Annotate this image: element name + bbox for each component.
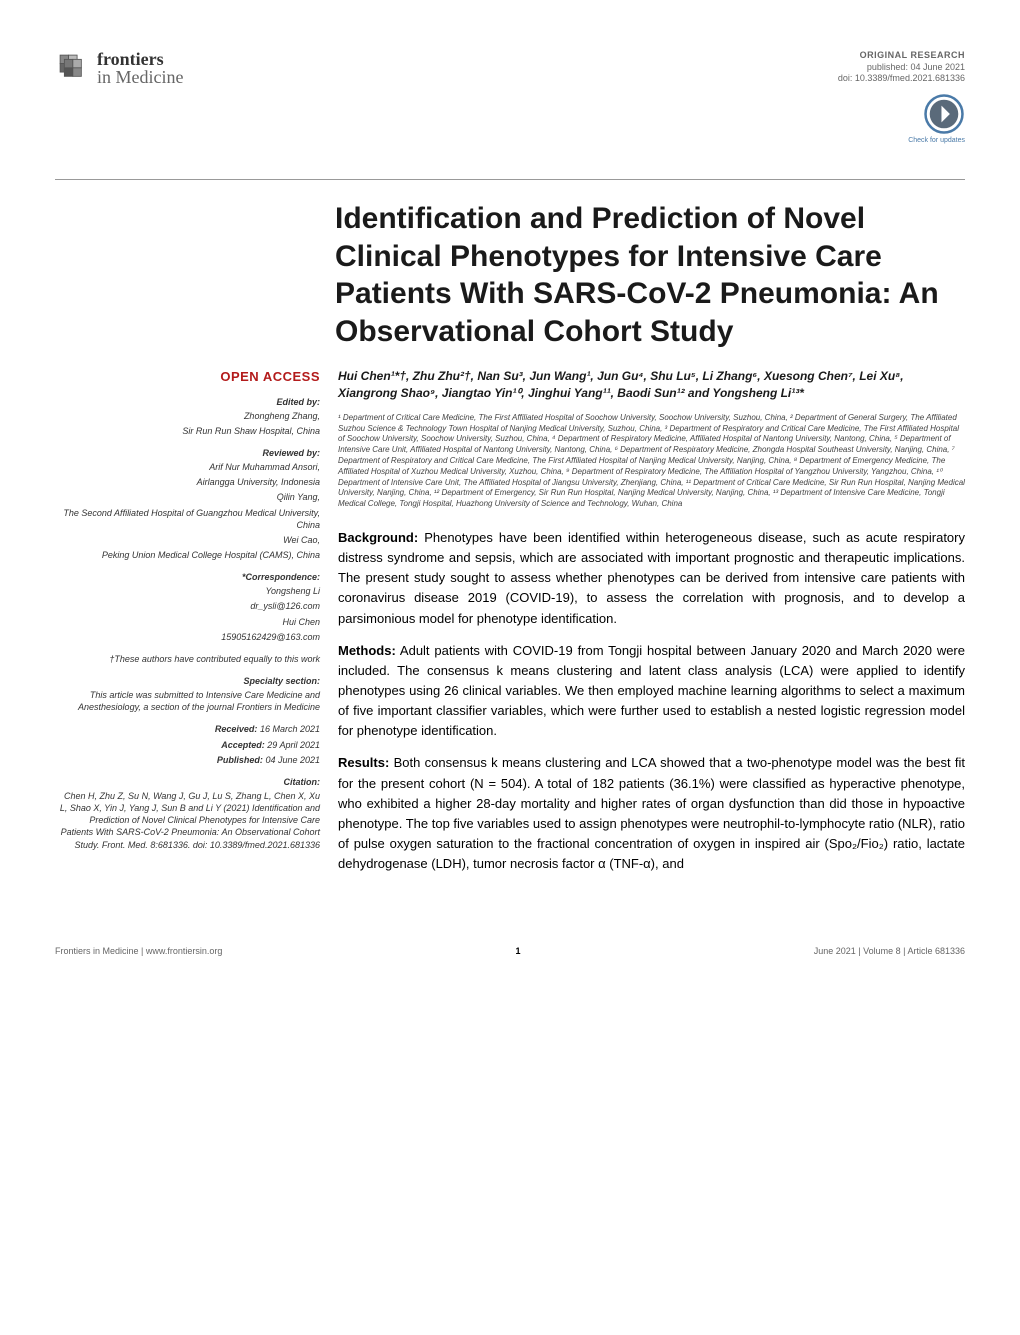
reviewer2-name: Qilin Yang, [55, 491, 320, 503]
footer-right: June 2021 | Volume 8 | Article 681336 [814, 946, 965, 956]
editor-affil: Sir Run Run Shaw Hospital, China [55, 425, 320, 437]
specialty-text: This article was submitted to Intensive … [55, 689, 320, 713]
open-access-badge: OPEN ACCESS [55, 368, 320, 386]
results-heading: Results: [338, 755, 389, 770]
results-text: Both consensus k means clustering and LC… [338, 755, 965, 871]
reviewer2-affil: The Second Affiliated Hospital of Guangz… [55, 507, 320, 531]
affiliations: ¹ Department of Critical Care Medicine, … [338, 413, 965, 510]
publication-meta: ORIGINAL RESEARCH published: 04 June 202… [838, 50, 965, 85]
received-date: 16 March 2021 [260, 724, 320, 734]
reviewed-by-heading: Reviewed by: [55, 447, 320, 459]
citation-text: Chen H, Zhu Z, Su N, Wang J, Gu J, Lu S,… [55, 790, 320, 851]
divider [55, 179, 965, 180]
author-list: Hui Chen¹*†, Zhu Zhu²†, Nan Su³, Jun Wan… [338, 368, 965, 403]
sidebar: OPEN ACCESS Edited by: Zhongheng Zhang, … [55, 368, 320, 886]
footer-page: 1 [516, 946, 521, 956]
logo-line1: frontiers [97, 50, 183, 68]
accepted-date: 29 April 2021 [267, 740, 320, 750]
editor-name: Zhongheng Zhang, [55, 410, 320, 422]
abstract-background: Background: Phenotypes have been identif… [338, 528, 965, 629]
pub-date: published: 04 June 2021 [838, 62, 965, 74]
main-column: Hui Chen¹*†, Zhu Zhu²†, Nan Su³, Jun Wan… [338, 368, 965, 886]
abstract-methods: Methods: Adult patients with COVID-19 fr… [338, 641, 965, 742]
page-footer: Frontiers in Medicine | www.frontiersin.… [0, 936, 1020, 966]
reviewer1-name: Arif Nur Muhammad Ansori, [55, 461, 320, 473]
contrib-note: †These authors have contributed equally … [55, 653, 320, 665]
corr1-email[interactable]: dr_ysli@126.com [55, 600, 320, 612]
specialty-heading: Specialty section: [55, 675, 320, 687]
journal-logo: frontiers in Medicine [55, 50, 183, 88]
citation-heading: Citation: [55, 776, 320, 788]
published-label: Published: [217, 755, 263, 765]
edited-by-heading: Edited by: [55, 396, 320, 408]
pub-dates: Received: 16 March 2021 Accepted: 29 Apr… [55, 723, 320, 765]
pub-type: ORIGINAL RESEARCH [838, 50, 965, 62]
background-text: Phenotypes have been identified within h… [338, 530, 965, 626]
check-updates-caption: Check for updates [838, 137, 965, 144]
reviewer3-name: Wei Cao, [55, 534, 320, 546]
abstract: Background: Phenotypes have been identif… [338, 528, 965, 874]
article-title: Identification and Prediction of Novel C… [335, 200, 965, 350]
logo-line2: in Medicine [97, 68, 183, 88]
correspondence-heading: *Correspondence: [55, 571, 320, 583]
abstract-results: Results: Both consensus k means clusteri… [338, 753, 965, 874]
check-updates-icon[interactable] [923, 93, 965, 135]
methods-heading: Methods: [338, 643, 396, 658]
corr1-name: Yongsheng Li [55, 585, 320, 597]
received-label: Received: [215, 724, 258, 734]
published-date: 04 June 2021 [265, 755, 320, 765]
background-heading: Background: [338, 530, 418, 545]
accepted-label: Accepted: [221, 740, 265, 750]
reviewer3-affil: Peking Union Medical College Hospital (C… [55, 549, 320, 561]
corr2-email[interactable]: 15905162429@163.com [55, 631, 320, 643]
frontiers-cube-icon [55, 50, 89, 84]
footer-left[interactable]: Frontiers in Medicine | www.frontiersin.… [55, 946, 222, 956]
corr2-name: Hui Chen [55, 616, 320, 628]
header-row: frontiers in Medicine ORIGINAL RESEARCH … [55, 50, 965, 144]
pub-doi[interactable]: doi: 10.3389/fmed.2021.681336 [838, 73, 965, 85]
reviewer1-affil: Airlangga University, Indonesia [55, 476, 320, 488]
methods-text: Adult patients with COVID-19 from Tongji… [338, 643, 965, 739]
